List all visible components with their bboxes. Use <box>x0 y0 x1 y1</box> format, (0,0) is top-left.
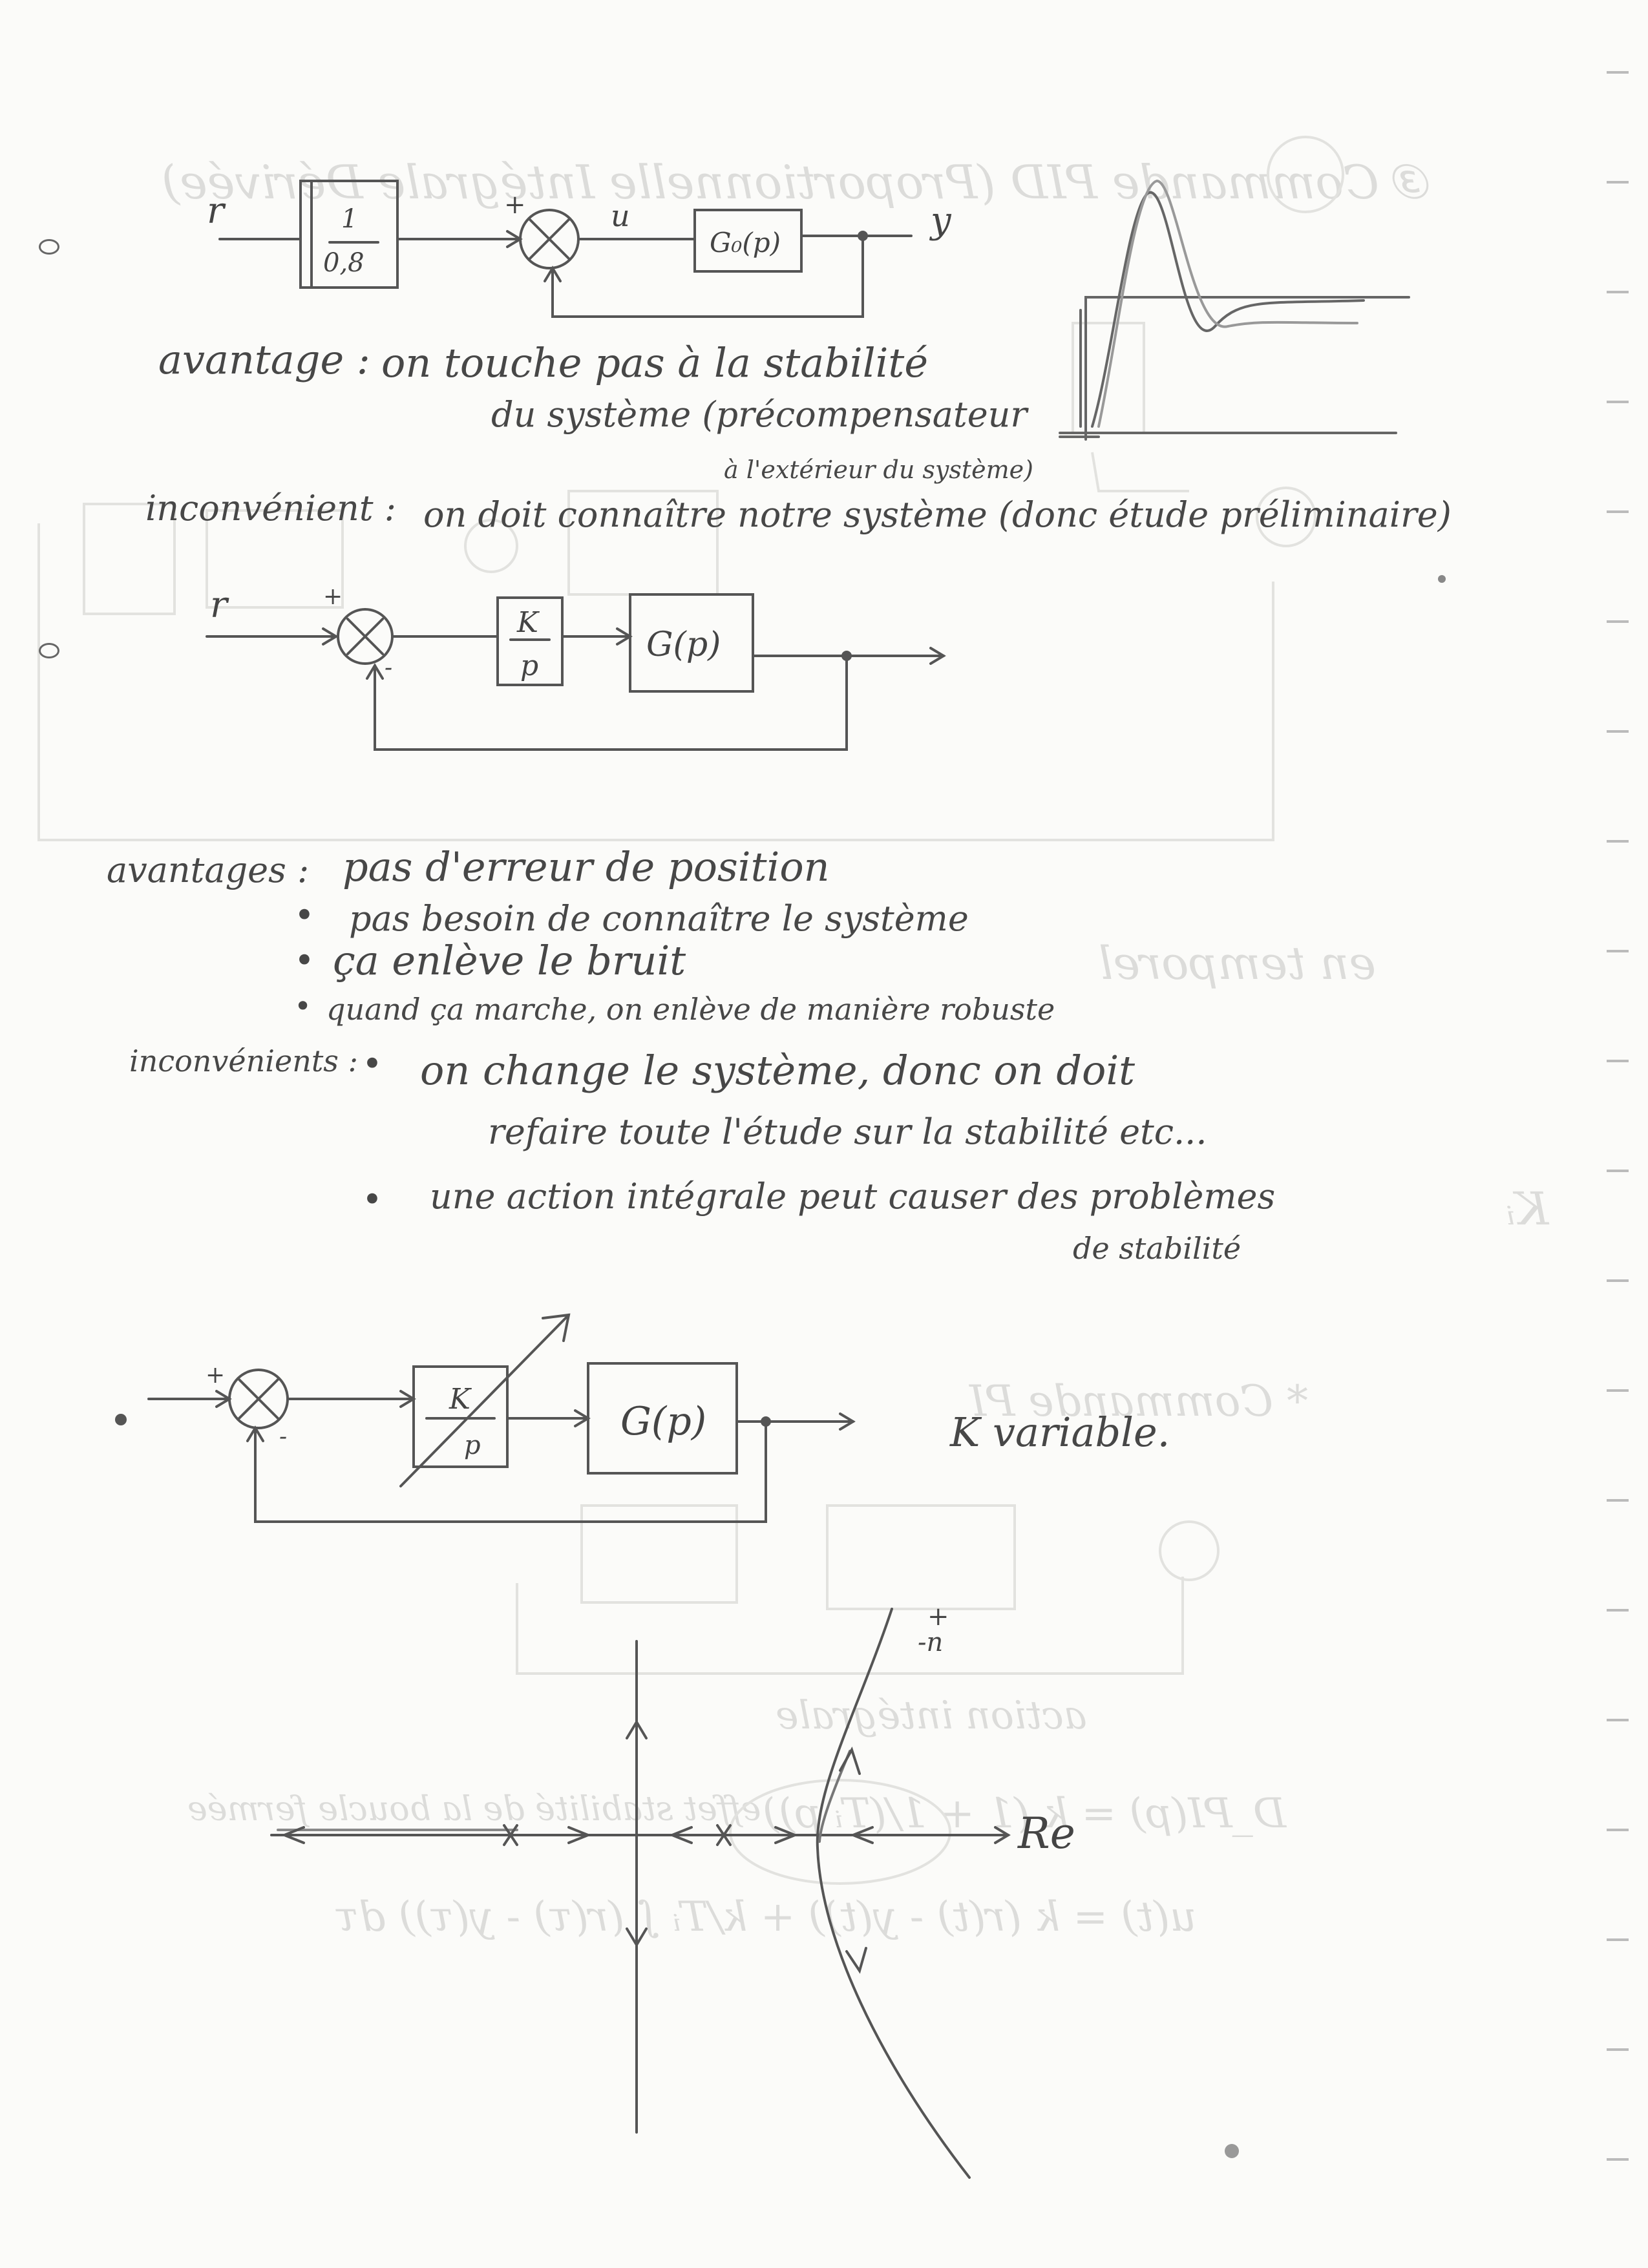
bullet-1: • <box>294 895 315 936</box>
binder-mark <box>1607 1609 1629 1612</box>
block-diagram-2: r + - K p G(p) <box>206 583 946 751</box>
binder-mark <box>1607 1938 1629 1941</box>
binder-mark <box>1607 1170 1629 1172</box>
block-diagram-1: r 1 0,8 + u G₀(p) y <box>207 179 1410 441</box>
binder-mark <box>1607 1499 1629 1502</box>
stain-mark <box>1225 2144 1239 2158</box>
block-diagram-3: + - K p G(p) <box>147 1313 856 1523</box>
root-locus-sketch: Re + -n <box>270 1602 1075 2179</box>
binder-mark <box>1607 1719 1629 1721</box>
binder-mark <box>1607 2048 1629 2051</box>
binder-mark <box>1607 1829 1629 1831</box>
bullet-3: • <box>294 989 312 1024</box>
re-axis-label: Re <box>1017 1809 1075 1858</box>
advantages-label: avantages : <box>107 850 310 890</box>
binder-mark <box>1607 620 1629 623</box>
bullet-4: • <box>362 1044 383 1084</box>
d2-input-label: r <box>210 584 229 626</box>
d2-plus-sign: + <box>323 583 343 610</box>
d2-controller-num: K <box>516 606 540 639</box>
binder-mark <box>1607 950 1629 952</box>
d2-plant-label: G(p) <box>646 625 721 664</box>
binder-mark <box>1607 2158 1629 2161</box>
step-response-sketch <box>1059 179 1410 441</box>
binder-mark <box>1607 510 1629 513</box>
d1-output-label: y <box>929 200 952 242</box>
advantage-line1: on touche pas à la stabilité <box>381 339 929 386</box>
d3-controller-num: K <box>449 1383 472 1416</box>
binder-mark <box>1607 71 1629 74</box>
binder-mark <box>1607 1060 1629 1062</box>
margin-bullet <box>115 1414 127 1425</box>
d2-controller-den: p <box>520 649 538 682</box>
advantage-item-3: ça enlève le bruit <box>333 937 686 984</box>
drawback-item-3: une action intégrale peut causer des pro… <box>430 1176 1276 1217</box>
drawback-item-4: de stabilité <box>1073 1231 1241 1266</box>
sign-label-n: -n <box>918 1628 943 1657</box>
d3-controller-den: p <box>464 1431 481 1460</box>
advantage-item-4: quand ça marche, on enlève de manière ro… <box>326 992 1055 1027</box>
binder-mark <box>1607 181 1629 184</box>
binder-mark <box>1607 1279 1629 1282</box>
sign-label: + <box>927 1602 949 1632</box>
binder-mark <box>1607 840 1629 843</box>
d1-plant-label: G₀(p) <box>710 227 781 258</box>
d3-minus-sign: - <box>279 1423 287 1450</box>
binder-mark <box>1607 1389 1629 1392</box>
bullet-5: • <box>362 1179 383 1220</box>
advantage-item-1: pas d'erreur de position <box>343 843 830 890</box>
d3-plus-sign: + <box>206 1362 225 1389</box>
binder-mark <box>1607 401 1629 403</box>
drawback-label: inconvénient : <box>145 488 396 529</box>
advantage-line3: à l'extérieur du système) <box>724 456 1033 484</box>
binder-mark <box>1607 730 1629 733</box>
stain-mark <box>1438 575 1446 583</box>
drawback-item-1: on change le système, donc on doit <box>420 1047 1136 1094</box>
drawback-item-2: refaire toute l'étude sur la stabilité e… <box>488 1111 1207 1152</box>
advantage-line2: du système (précompensateur <box>491 394 1028 435</box>
d2-minus-sign: - <box>385 655 392 681</box>
drawbacks-label: inconvénients : <box>129 1044 359 1078</box>
advantage-item-2: pas besoin de connaître le système <box>349 898 969 939</box>
margin-bullet <box>39 643 59 658</box>
margin-bullet <box>39 239 59 255</box>
drawback-text: on doit connaître notre système (donc ét… <box>423 494 1452 535</box>
binder-mark <box>1607 291 1629 293</box>
d1-gain-den: 0,8 <box>323 248 364 278</box>
d1-plus-sign: + <box>504 190 526 220</box>
k-variable-note: K variable. <box>950 1409 1170 1456</box>
d3-plant-label: G(p) <box>620 1399 706 1444</box>
d1-gain-num: 1 <box>341 204 357 234</box>
advantage-label: avantage : <box>158 336 370 383</box>
bullet-2: • <box>294 940 315 981</box>
d1-signal-label: u <box>611 198 630 233</box>
d1-input-label: r <box>207 190 226 232</box>
